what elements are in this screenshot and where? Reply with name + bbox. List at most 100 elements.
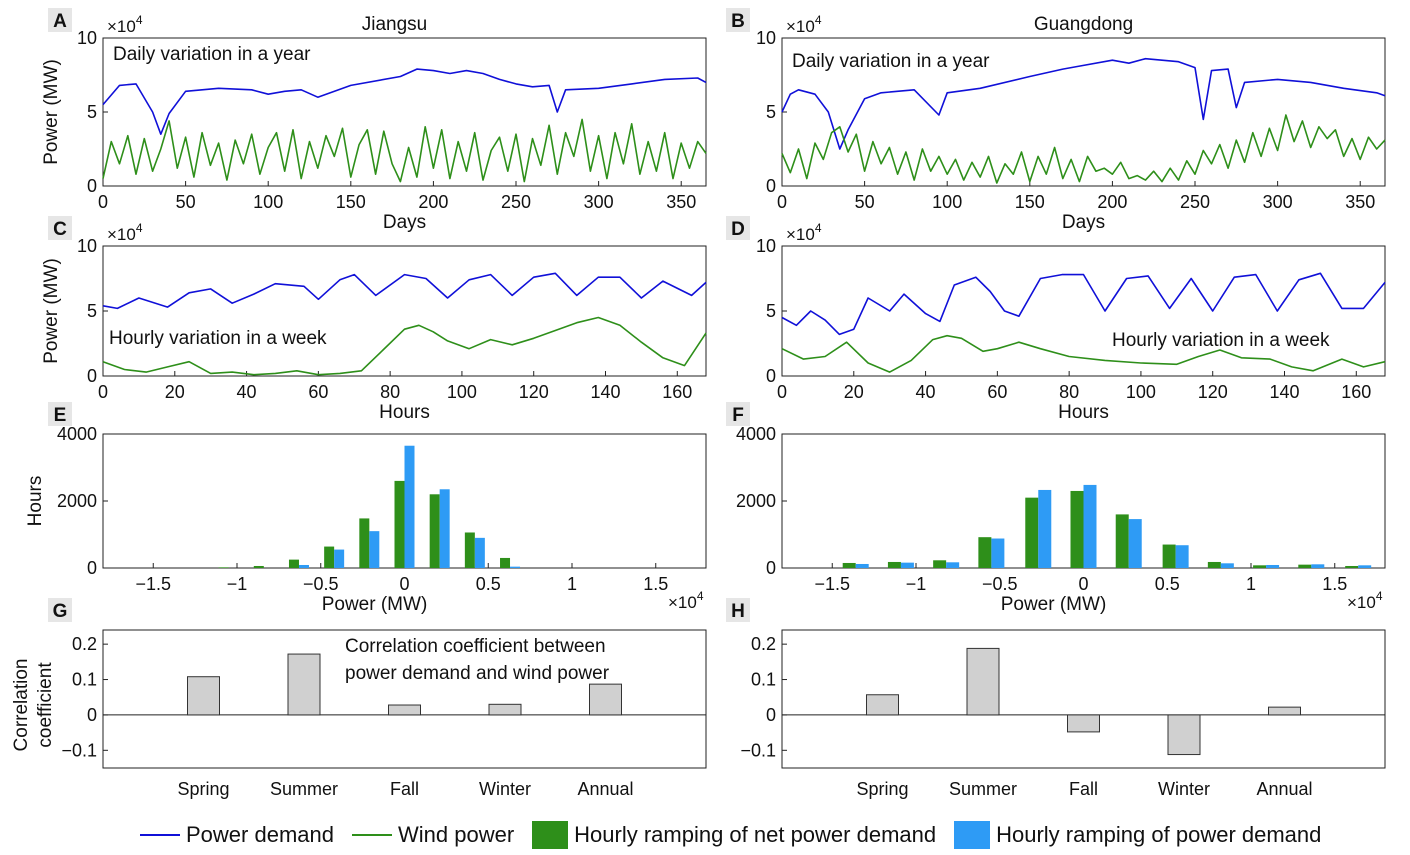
panel-H-category-label: Annual bbox=[1256, 779, 1312, 799]
panel-B-title: Guangdong bbox=[1034, 14, 1133, 35]
panel-D-letter: D bbox=[731, 219, 745, 240]
panel-G-ytick-label: 0 bbox=[87, 705, 97, 725]
panel-D-letter-box bbox=[726, 216, 750, 240]
panel-A-xlabel: Days bbox=[383, 212, 426, 233]
panel-F-xtick-label: 0 bbox=[1078, 574, 1088, 594]
panel-F-xtick-label: 1 bbox=[1246, 574, 1256, 594]
panel-H-category-label: Summer bbox=[949, 779, 1017, 799]
panel-D-y-multiplier: ×104 bbox=[786, 221, 822, 244]
panel-D-ytick-label: 5 bbox=[766, 301, 776, 321]
panel-A-xtick-label: 300 bbox=[584, 192, 614, 212]
panel-A-xtick-label: 100 bbox=[253, 192, 283, 212]
legend-label-demand: Power demand bbox=[186, 822, 334, 847]
panel-H-corr-bar bbox=[1167, 714, 1201, 756]
panel-F-net-ramp-bar bbox=[1115, 514, 1129, 568]
panel-F-net-ramp-bar bbox=[1162, 544, 1176, 568]
panel-F-ytick-label: 0 bbox=[766, 558, 776, 578]
legend-item-demand: Power demand bbox=[140, 822, 334, 848]
panel-F-xtick-label: −1 bbox=[906, 574, 927, 594]
panel-F-net-ramp-bar bbox=[933, 560, 947, 568]
panel-A-letter: A bbox=[53, 11, 67, 32]
panel-G-ytick-label: −0.1 bbox=[61, 740, 97, 760]
panel-G-letter: G bbox=[53, 601, 68, 622]
panel-F-net-ramp-bar bbox=[1253, 565, 1267, 568]
panel-E-net-ramp-bar bbox=[218, 567, 229, 568]
legend-swatch-net-ramp bbox=[532, 821, 569, 849]
panel-F-xtick-label: −0.5 bbox=[982, 574, 1018, 594]
panel-F-xtick-label: 1.5 bbox=[1322, 574, 1347, 594]
legend-label-ramp: Hourly ramping of power demand bbox=[996, 822, 1322, 847]
panel-E-ramp-bar bbox=[439, 489, 450, 568]
panel-E-ytick-label: 2000 bbox=[57, 491, 97, 511]
legend-label-wind: Wind power bbox=[397, 822, 515, 847]
panel-E-net-ramp-bar bbox=[429, 494, 440, 568]
panel-E-net-ramp-bar bbox=[324, 546, 335, 568]
panel-C-xlabel: Hours bbox=[379, 402, 430, 423]
panel-B-annotation: Daily variation in a year bbox=[792, 51, 990, 72]
panel-A-demand-line bbox=[102, 68, 707, 135]
panel-B-ytick-label: 10 bbox=[756, 28, 776, 48]
panel-A-xtick-label: 200 bbox=[418, 192, 448, 212]
panel-F-net-ramp-bar bbox=[1207, 561, 1221, 568]
panel-F-xlabel: Power (MW) bbox=[1001, 594, 1107, 615]
panel-C-ytick-label: 0 bbox=[87, 366, 97, 386]
panel-C-frame bbox=[102, 245, 707, 377]
panel-H-ytick-label: −0.1 bbox=[740, 740, 776, 760]
panel-F-ramp-bar bbox=[855, 563, 869, 568]
legend-line-wind bbox=[351, 834, 392, 836]
panel-F-ramp-bar bbox=[1083, 484, 1097, 568]
panel-F-net-ramp-bar bbox=[978, 537, 992, 568]
panel-G-corr-bar bbox=[589, 683, 622, 716]
panel-A-ytick-label: 5 bbox=[87, 102, 97, 122]
panel-A-y-multiplier: ×104 bbox=[107, 13, 143, 36]
panel-B-y-multiplier: ×104 bbox=[786, 13, 822, 36]
panel-D-xtick-label: 140 bbox=[1269, 382, 1299, 402]
panel-E-ramp-bar bbox=[369, 531, 380, 568]
panel-H-category-label: Spring bbox=[856, 779, 908, 799]
panel-A-ytick-label: 0 bbox=[87, 176, 97, 196]
panel-F-xtick-label: −1.5 bbox=[814, 574, 850, 594]
panel-D-xtick-label: 80 bbox=[1059, 382, 1079, 402]
panel-E-net-ramp-bar bbox=[464, 532, 475, 568]
legend-swatch-ramp bbox=[954, 821, 991, 849]
panel-G-ytick-label: 0.1 bbox=[72, 670, 97, 690]
panel-D-ytick-label: 0 bbox=[766, 366, 776, 386]
panel-H-category-label: Fall bbox=[1069, 779, 1098, 799]
panel-H-corr-bar bbox=[866, 694, 899, 716]
panel-E-ramp-bar bbox=[510, 566, 521, 568]
panel-E-xtick-label: −1 bbox=[227, 574, 248, 594]
panel-E-letter: E bbox=[54, 405, 67, 426]
panel-E-ramp-bar bbox=[298, 564, 309, 568]
panel-G-corr-bar bbox=[287, 653, 321, 716]
panel-D-xtick-label: 160 bbox=[1341, 382, 1371, 402]
panel-C-xtick-label: 0 bbox=[98, 382, 108, 402]
panel-F-net-ramp-bar bbox=[842, 562, 856, 568]
panel-H-corr-bar bbox=[966, 647, 1000, 716]
panel-G-annotation: power demand and wind power bbox=[345, 663, 610, 684]
panel-C-xtick-label: 60 bbox=[308, 382, 328, 402]
panel-E-letter-box bbox=[48, 402, 72, 426]
panel-F-ramp-bar bbox=[946, 562, 960, 568]
panel-E-net-ramp-bar bbox=[394, 480, 405, 568]
panel-D-demand-line bbox=[781, 272, 1386, 336]
panel-D-xtick-label: 100 bbox=[1126, 382, 1156, 402]
panel-F-ramp-bar bbox=[1358, 565, 1372, 568]
panel-E-xtick-label: −0.5 bbox=[303, 574, 339, 594]
panel-A-xtick-label: 150 bbox=[336, 192, 366, 212]
panel-B-xtick-label: 250 bbox=[1180, 192, 1210, 212]
panel-B-ytick-label: 5 bbox=[766, 102, 776, 122]
panel-F-letter-box bbox=[726, 402, 750, 426]
panel-B-xtick-label: 100 bbox=[932, 192, 962, 212]
panel-E-xlabel: Power (MW) bbox=[322, 594, 428, 615]
panel-C-demand-line bbox=[102, 272, 707, 310]
panel-G-ylabel: coefficient bbox=[35, 662, 56, 748]
panel-F-net-ramp-bar bbox=[1070, 490, 1084, 568]
panel-H-letter: H bbox=[731, 601, 745, 622]
panel-F-x-multiplier: ×104 bbox=[1347, 589, 1383, 612]
panel-E-ytick-label: 4000 bbox=[57, 424, 97, 444]
panel-A-title: Jiangsu bbox=[362, 14, 428, 35]
panel-F-net-ramp-bar bbox=[1298, 564, 1312, 568]
panel-A-ylabel: Power (MW) bbox=[41, 59, 62, 165]
panel-B-xtick-label: 150 bbox=[1015, 192, 1045, 212]
